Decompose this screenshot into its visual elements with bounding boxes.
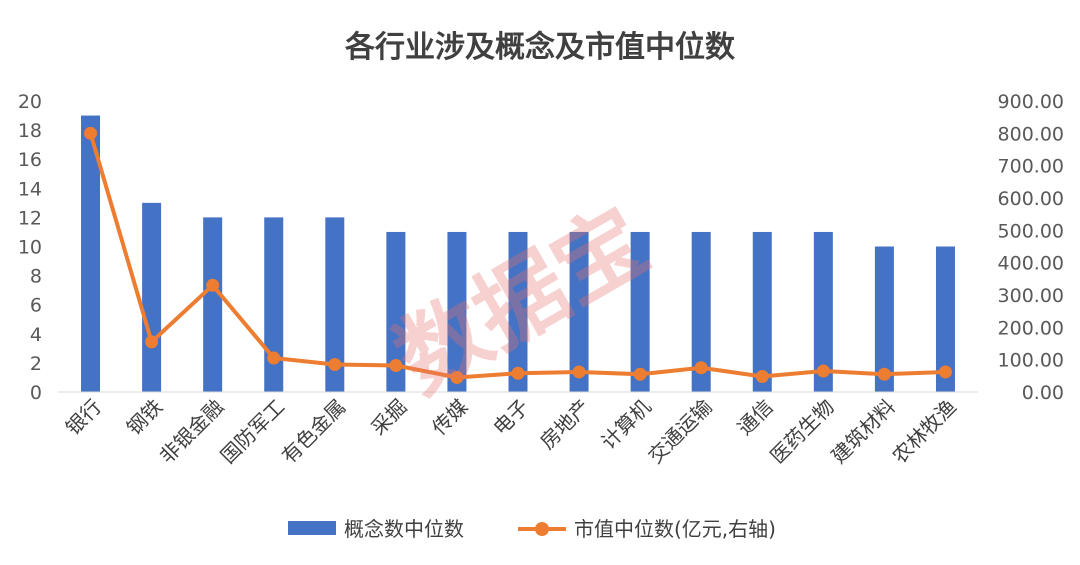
left-axis-tick-label: 18 bbox=[18, 120, 42, 142]
line-point bbox=[328, 358, 342, 372]
left-axis-tick-label: 16 bbox=[18, 149, 42, 171]
category-label: 通信 bbox=[733, 395, 778, 440]
legend-bar-label: 概念数中位数 bbox=[344, 517, 464, 541]
legend-line-label: 市值中位数(亿元,右轴) bbox=[574, 517, 776, 541]
line-point bbox=[84, 126, 98, 140]
category-label: 交通运输 bbox=[643, 395, 717, 469]
category-label: 非银金融 bbox=[155, 395, 229, 469]
right-axis-tick-label: 400.00 bbox=[998, 253, 1064, 275]
legend-bar-swatch bbox=[288, 521, 336, 535]
left-axis-tick-label: 8 bbox=[30, 266, 42, 288]
bar bbox=[203, 217, 223, 392]
right-axis-tick-label: 900.00 bbox=[998, 91, 1064, 113]
bar bbox=[630, 231, 650, 392]
category-label: 房地产 bbox=[535, 395, 594, 454]
line-point bbox=[450, 370, 464, 384]
line-point bbox=[694, 361, 708, 375]
line-point bbox=[206, 278, 220, 292]
bar bbox=[142, 202, 162, 392]
right-axis: 0.00 100.00 200.00 300.00 400.00 500.00 600.00… bbox=[998, 91, 1064, 404]
line-point bbox=[511, 366, 525, 380]
line-point bbox=[877, 367, 891, 381]
bar bbox=[813, 231, 833, 392]
category-label: 电子 bbox=[488, 395, 533, 440]
left-axis-tick-label: 0 bbox=[30, 382, 42, 404]
bar-series bbox=[81, 115, 955, 393]
bar bbox=[386, 231, 406, 392]
bar bbox=[508, 231, 528, 392]
bar bbox=[935, 246, 955, 392]
right-axis-tick-label: 100.00 bbox=[998, 350, 1064, 372]
bar bbox=[752, 231, 772, 392]
line-point bbox=[816, 364, 830, 378]
left-axis-tick-label: 20 bbox=[18, 91, 42, 113]
left-axis-tick-label: 4 bbox=[30, 324, 42, 346]
category-label: 建筑材料 bbox=[826, 395, 900, 469]
left-axis-tick-label: 12 bbox=[18, 207, 42, 229]
left-axis-tick-label: 6 bbox=[30, 295, 42, 317]
line-point bbox=[145, 335, 159, 349]
bar bbox=[447, 231, 467, 392]
right-axis-tick-label: 500.00 bbox=[998, 220, 1064, 242]
legend-line-marker bbox=[535, 522, 549, 536]
bar bbox=[325, 217, 345, 392]
line-point bbox=[755, 369, 769, 383]
bar bbox=[264, 217, 284, 392]
right-axis-tick-label: 800.00 bbox=[998, 123, 1064, 145]
category-label: 钢铁 bbox=[122, 395, 167, 440]
category-label: 采掘 bbox=[366, 395, 411, 440]
category-label: 有色金属 bbox=[277, 395, 351, 469]
line-point bbox=[938, 365, 952, 379]
line-series bbox=[84, 126, 952, 384]
bar bbox=[81, 115, 101, 393]
right-axis-tick-label: 200.00 bbox=[998, 317, 1064, 339]
line-point bbox=[633, 367, 647, 381]
left-axis-tick-label: 14 bbox=[18, 178, 42, 200]
bar bbox=[874, 246, 894, 392]
right-axis-tick-label: 600.00 bbox=[998, 188, 1064, 210]
bar bbox=[569, 231, 589, 392]
chart-title: 各行业涉及概念及市值中位数 bbox=[344, 30, 736, 65]
right-axis-tick-label: 700.00 bbox=[998, 156, 1064, 178]
left-axis: 0 2 4 6 8 10 12 14 16 18 20 bbox=[18, 91, 42, 404]
category-label: 国防军工 bbox=[216, 395, 290, 469]
right-axis-tick-label: 300.00 bbox=[998, 285, 1064, 307]
category-label: 计算机 bbox=[596, 395, 655, 454]
line-point bbox=[389, 358, 403, 372]
line-point bbox=[572, 365, 586, 379]
left-axis-tick-label: 10 bbox=[18, 237, 42, 259]
line-point bbox=[267, 351, 281, 365]
category-label: 银行 bbox=[61, 395, 106, 440]
left-axis-tick-label: 2 bbox=[30, 353, 42, 375]
right-axis-tick-label: 0.00 bbox=[1022, 382, 1064, 404]
bar bbox=[691, 231, 711, 392]
category-label: 农林牧渔 bbox=[887, 395, 961, 469]
legend: 概念数中位数 市值中位数(亿元,右轴) bbox=[288, 517, 776, 541]
category-label: 医药生物 bbox=[765, 395, 839, 469]
